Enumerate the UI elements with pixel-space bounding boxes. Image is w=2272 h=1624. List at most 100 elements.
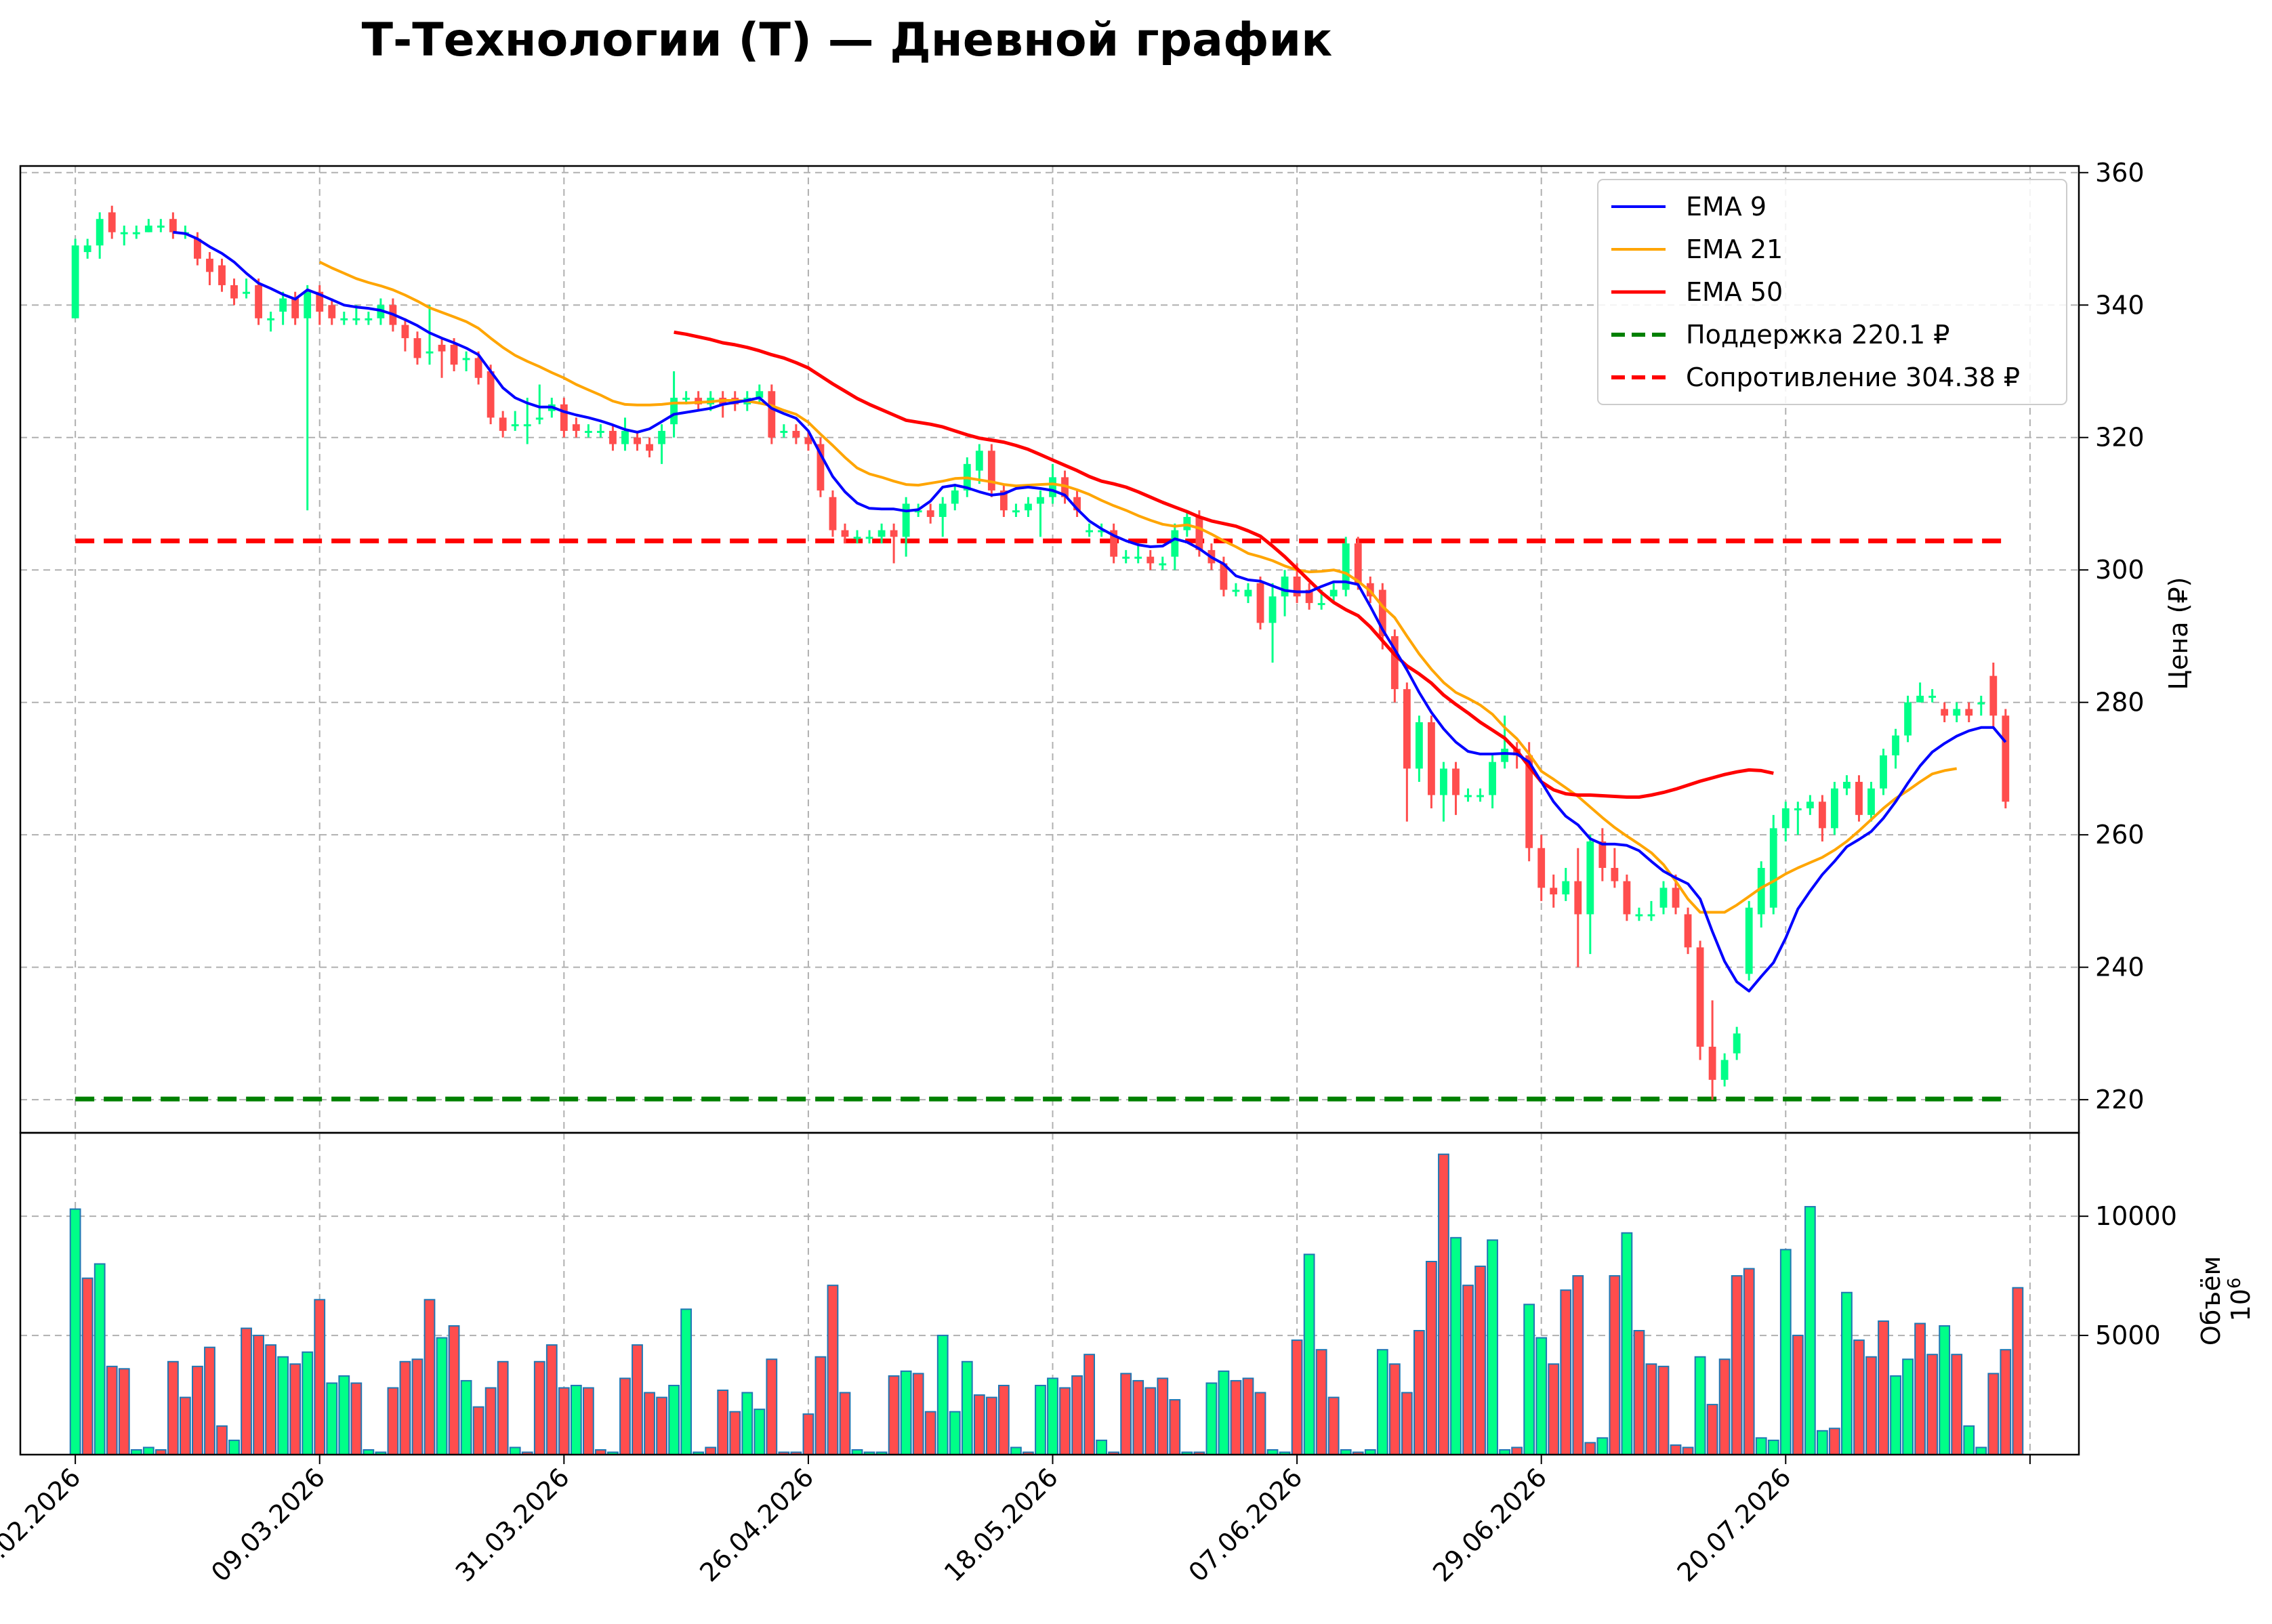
price-tick-label: 220 bbox=[2095, 1085, 2145, 1115]
candle bbox=[1489, 755, 1496, 809]
volume-bar bbox=[1779, 1249, 1792, 1455]
candle bbox=[279, 291, 287, 325]
volume-axis-exponent-base: 10 bbox=[2226, 1289, 2256, 1321]
candle bbox=[1843, 775, 1851, 795]
candle bbox=[487, 365, 495, 425]
candle-body bbox=[877, 530, 886, 537]
candle-body bbox=[450, 344, 458, 365]
candle bbox=[1708, 1000, 1716, 1100]
candle bbox=[1305, 583, 1313, 610]
price-tick-label: 340 bbox=[2095, 290, 2145, 320]
volume-bar bbox=[1755, 1437, 1767, 1455]
candle-body bbox=[829, 497, 837, 530]
volume-bar bbox=[1487, 1239, 1498, 1456]
candle-body bbox=[1941, 709, 1949, 716]
candle-body bbox=[1843, 781, 1851, 789]
volume-tick-label: 5000 bbox=[2095, 1320, 2161, 1350]
candle-body bbox=[1037, 497, 1044, 504]
candle bbox=[804, 430, 812, 451]
candle-body bbox=[1268, 596, 1277, 623]
candle-body bbox=[1928, 695, 1937, 698]
volume-bar bbox=[1890, 1375, 1901, 1456]
candle bbox=[511, 411, 519, 431]
volume-bar bbox=[1865, 1356, 1877, 1455]
candle bbox=[792, 424, 800, 444]
candle-body bbox=[1647, 914, 1655, 917]
legend-item: Поддержка 220.1 ₽ bbox=[1611, 320, 1949, 350]
volume-bar bbox=[1523, 1304, 1535, 1456]
volume-bar bbox=[839, 1392, 851, 1456]
candle-body bbox=[1501, 749, 1509, 762]
candle bbox=[1452, 762, 1460, 815]
volume-axis-label: Объём bbox=[2196, 1256, 2226, 1346]
volume-bar bbox=[1450, 1236, 1462, 1455]
ema21-line bbox=[318, 260, 1958, 914]
candle bbox=[1232, 583, 1240, 597]
candle-body bbox=[1953, 709, 1961, 716]
volume-bar bbox=[985, 1396, 997, 1456]
candle bbox=[1647, 900, 1655, 921]
volume-bar bbox=[1645, 1363, 1657, 1455]
candle-body bbox=[1537, 848, 1546, 888]
candle-body bbox=[1134, 556, 1142, 559]
candle bbox=[1745, 900, 1753, 981]
candle-body bbox=[243, 291, 250, 294]
candle bbox=[621, 417, 629, 451]
volume-bar bbox=[81, 1277, 94, 1455]
candle-body bbox=[914, 510, 922, 513]
volume-bar bbox=[936, 1335, 949, 1456]
volume-bar bbox=[1596, 1437, 1609, 1455]
volume-bar bbox=[827, 1285, 839, 1455]
candle-body bbox=[1147, 556, 1155, 564]
candle-body bbox=[340, 318, 348, 320]
candle-body bbox=[1720, 1060, 1729, 1080]
candle-body bbox=[1086, 530, 1094, 533]
candle-body bbox=[1574, 881, 1582, 915]
candle bbox=[1073, 490, 1081, 518]
volume-bar bbox=[1718, 1358, 1731, 1456]
volume-bar bbox=[961, 1360, 973, 1456]
volume-bar bbox=[1975, 1446, 1987, 1455]
candle bbox=[1537, 835, 1546, 901]
volume-bar bbox=[1548, 1363, 1560, 1455]
candle-body bbox=[1672, 888, 1680, 908]
candle-body bbox=[108, 212, 116, 232]
candle-body bbox=[1550, 888, 1558, 895]
legend-item: EMA 50 bbox=[1611, 277, 1783, 307]
volume-bar bbox=[1816, 1430, 1828, 1455]
candle bbox=[1904, 695, 1912, 743]
candle-body bbox=[1989, 675, 1998, 716]
candle bbox=[426, 305, 434, 365]
candle-body bbox=[792, 430, 800, 438]
candle-body bbox=[853, 537, 861, 539]
candle-body bbox=[1489, 762, 1496, 795]
candle-body bbox=[584, 430, 592, 433]
volume-bar bbox=[1657, 1365, 1670, 1455]
candle bbox=[1171, 523, 1179, 570]
volume-bar bbox=[1438, 1153, 1449, 1455]
volume-bar bbox=[1327, 1396, 1340, 1456]
volume-bar bbox=[741, 1392, 753, 1456]
candle-body bbox=[304, 291, 312, 318]
candle bbox=[1928, 689, 1937, 703]
candle bbox=[1867, 781, 1875, 822]
candle bbox=[1329, 583, 1338, 604]
volume-bar bbox=[1315, 1349, 1327, 1455]
volume-bar bbox=[1609, 1275, 1621, 1455]
candle-body bbox=[426, 351, 434, 354]
volume-bar bbox=[680, 1308, 693, 1455]
candle-body bbox=[1293, 576, 1301, 597]
candle-body bbox=[1281, 576, 1289, 597]
candle-body bbox=[1623, 881, 1631, 915]
candle-body bbox=[621, 430, 629, 444]
candle-body bbox=[1696, 947, 1704, 1047]
candle bbox=[438, 338, 446, 378]
volume-bar bbox=[1462, 1285, 1474, 1455]
price-tick-label: 260 bbox=[2095, 820, 2145, 850]
candle bbox=[1268, 583, 1277, 663]
candle-body bbox=[1757, 868, 1765, 915]
candle bbox=[1342, 537, 1350, 597]
candle-body bbox=[1329, 589, 1338, 597]
candle bbox=[1012, 503, 1020, 518]
